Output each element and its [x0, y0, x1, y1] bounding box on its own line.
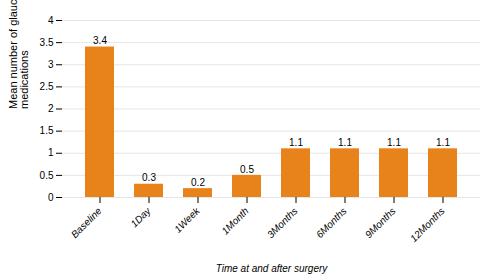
- svg-text:Time at and after surgery: Time at and after surgery: [216, 263, 329, 274]
- svg-text:6Months: 6Months: [314, 205, 349, 240]
- svg-text:1Day: 1Day: [128, 205, 153, 230]
- svg-text:0.2: 0.2: [191, 177, 205, 188]
- svg-text:1.1: 1.1: [289, 137, 303, 148]
- svg-text:Mean number of glaucomamedicat: Mean number of glaucomamedications: [7, 0, 30, 109]
- svg-text:1.1: 1.1: [387, 137, 401, 148]
- svg-text:3: 3: [48, 59, 54, 70]
- svg-text:3.5: 3.5: [40, 37, 54, 48]
- svg-text:2: 2: [48, 103, 54, 114]
- svg-text:1Week: 1Week: [172, 205, 202, 235]
- svg-text:1Month: 1Month: [219, 205, 251, 237]
- svg-text:12Months: 12Months: [408, 205, 447, 244]
- svg-text:9Months: 9Months: [363, 205, 398, 240]
- svg-text:1.1: 1.1: [436, 137, 450, 148]
- svg-text:1.1: 1.1: [338, 137, 352, 148]
- svg-text:1: 1: [48, 147, 54, 158]
- svg-text:1.5: 1.5: [40, 125, 54, 136]
- svg-text:Baseline: Baseline: [69, 205, 104, 240]
- svg-text:0.5: 0.5: [240, 164, 254, 175]
- svg-text:0.3: 0.3: [142, 172, 156, 183]
- svg-text:3.4: 3.4: [93, 35, 107, 46]
- svg-text:0.5: 0.5: [40, 170, 54, 181]
- svg-text:3Months: 3Months: [265, 205, 300, 240]
- svg-text:0: 0: [48, 192, 54, 203]
- svg-text:2.5: 2.5: [40, 81, 54, 92]
- svg-text:4: 4: [48, 15, 54, 26]
